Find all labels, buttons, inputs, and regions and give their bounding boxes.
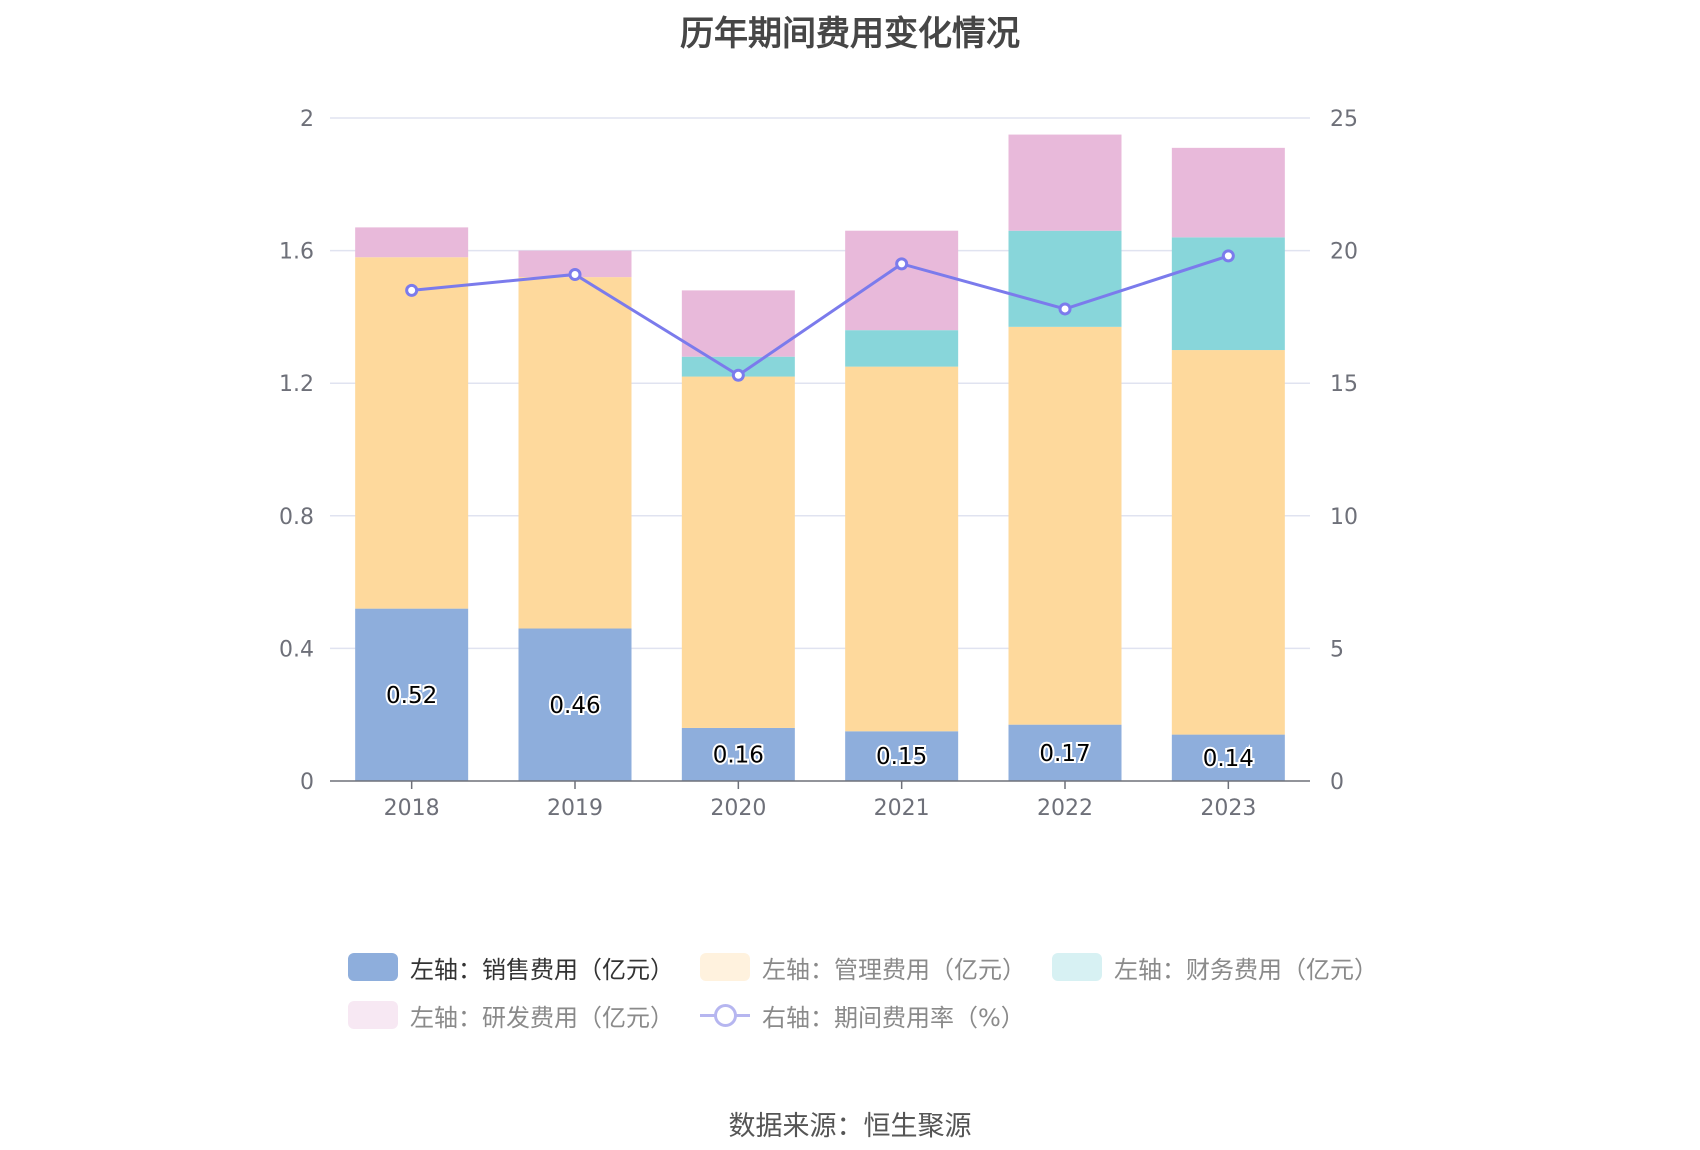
bar-segment [518, 628, 632, 781]
bar-data-label: 0.14 [1203, 746, 1254, 772]
bar-segment [845, 230, 959, 331]
legend-label: 左轴：财务费用（亿元） [1114, 955, 1378, 984]
y-left-tick-label: 2 [300, 107, 314, 132]
legend-item[interactable]: 左轴：财务费用（亿元） [1052, 950, 1378, 984]
legend-item[interactable]: 左轴：销售费用（亿元） [348, 950, 674, 984]
bar-segment [1171, 350, 1285, 735]
x-tick-label: 2019 [547, 796, 603, 821]
bar-segment [681, 376, 795, 728]
y-right-tick-label: 15 [1330, 372, 1358, 397]
rate-point [895, 257, 909, 271]
legend-label: 右轴：期间费用率（%） [762, 1003, 1025, 1032]
legend-swatch [348, 953, 398, 981]
bar-segment [1008, 326, 1122, 725]
legend-line-marker-icon [700, 1001, 750, 1029]
legend-swatch [1052, 953, 1102, 981]
bar-segment [845, 366, 959, 732]
legend-swatch [348, 1001, 398, 1029]
bar-segment [355, 608, 469, 781]
y-right-tick-label: 0 [1330, 770, 1344, 795]
bar-segment [681, 356, 795, 377]
legend-swatch [700, 953, 750, 981]
legend: 左轴：销售费用（亿元） 左轴：管理费用（亿元） 左轴：财务费用（亿元） 左轴：研发费用… [348, 950, 1428, 1046]
legend-item[interactable]: 左轴：研发费用（亿元） [348, 998, 674, 1032]
bar-segment [355, 227, 469, 258]
data-source: 数据来源：恒生聚源 [728, 1111, 972, 1142]
rate-point [1058, 302, 1072, 316]
bar-segment [681, 727, 795, 781]
bar-segment [1171, 734, 1285, 781]
bar-data-label: 0.17 [1039, 741, 1090, 767]
y-right-tick-label: 10 [1330, 505, 1358, 530]
y-left-tick-label: 0 [300, 770, 314, 795]
y-left-tick-label: 1.6 [279, 240, 314, 265]
legend-label: 左轴：销售费用（亿元） [410, 955, 674, 984]
legend-item[interactable]: 右轴：期间费用率（%） [700, 998, 1025, 1032]
x-tick-label: 2023 [1200, 796, 1256, 821]
rate-point [1221, 249, 1235, 263]
bar-data-label: 0.46 [549, 693, 600, 719]
bar-layer [355, 134, 1285, 781]
bar-data-label: 0.15 [876, 744, 927, 770]
chart-title: 历年期间费用变化情况 [680, 14, 1020, 54]
bar-segment [845, 330, 959, 367]
bar-segment [681, 290, 795, 357]
legend-item[interactable]: 左轴：管理费用（亿元） [700, 950, 1026, 984]
bar-segment [1008, 134, 1122, 231]
bar-data-label: 0.16 [713, 742, 764, 768]
line-layer [405, 249, 1235, 382]
rate-point [405, 283, 419, 297]
y-left-tick-label: 0.8 [279, 505, 314, 530]
x-tick-label: 2020 [710, 796, 766, 821]
rate-point [731, 368, 745, 382]
bar-data-label: 0.52 [386, 683, 437, 709]
bar-segment [845, 731, 959, 781]
legend-label: 左轴：研发费用（亿元） [410, 1003, 674, 1032]
y-right-tick-label: 25 [1330, 107, 1358, 132]
label-layer: 0.52 0.46 0.16 0.15 0.17 0.14 [384, 681, 1256, 774]
y-left-tick-label: 0.4 [279, 637, 314, 662]
bar-segment [1008, 724, 1122, 781]
bar-segment [518, 277, 632, 629]
rate-line [411, 254, 1229, 378]
rate-point [568, 267, 582, 281]
bar-segment [1171, 147, 1285, 238]
x-tick-label: 2022 [1037, 796, 1093, 821]
legend-label: 左轴：管理费用（亿元） [762, 955, 1026, 984]
grid-layer [330, 117, 1310, 650]
x-tick-label: 2018 [384, 796, 440, 821]
x-tick-label: 2021 [874, 796, 930, 821]
y-right-tick-label: 20 [1330, 240, 1358, 265]
y-right-tick-label: 5 [1330, 637, 1344, 662]
bar-segment [355, 257, 469, 609]
y-left-tick-label: 1.2 [279, 372, 314, 397]
